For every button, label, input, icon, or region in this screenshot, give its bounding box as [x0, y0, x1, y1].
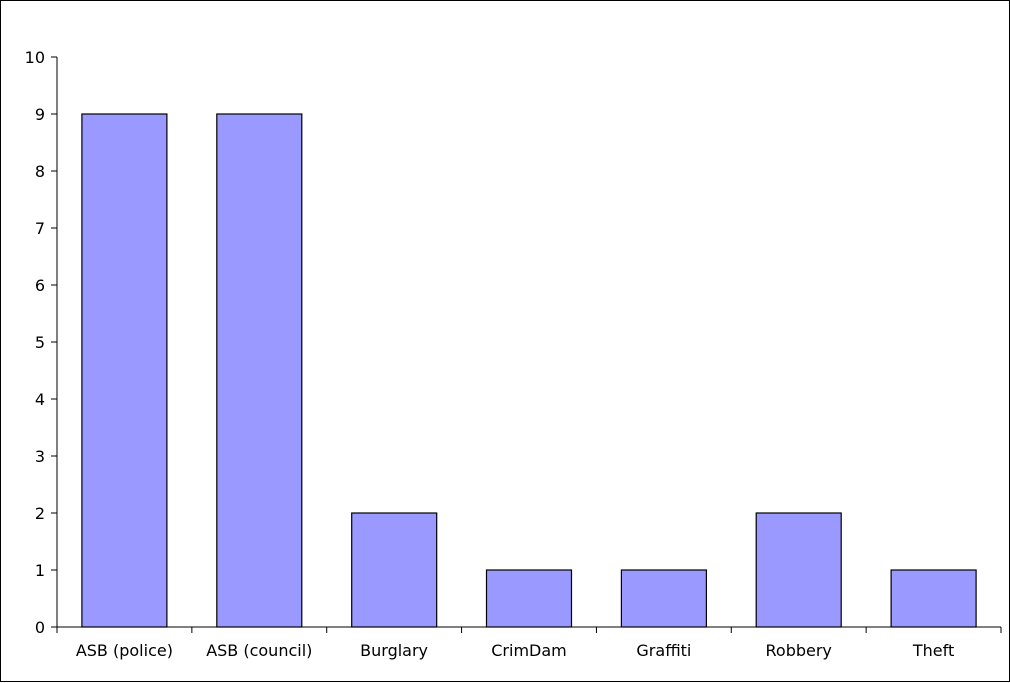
bar-5 [755, 512, 842, 628]
axes-layer [56, 57, 1001, 628]
bar-6 [890, 569, 977, 628]
x-tick-label-0: ASB (police) [76, 641, 173, 660]
y-tick-label-10: 10 [25, 48, 45, 67]
x-tick-label-2: Burglary [360, 641, 428, 660]
x-tick-label-3: CrimDam [491, 641, 567, 660]
y-tick-label-6: 6 [35, 276, 45, 295]
x-tick-label-5: Robbery [766, 641, 832, 660]
x-tick-label-1: ASB (council) [206, 641, 312, 660]
bar-3 [485, 569, 573, 628]
x-tick-label-4: Graffiti [636, 641, 691, 660]
y-tick-label-4: 4 [35, 390, 45, 409]
x-axis-ticks: ASB (police) ASB (council) Burglary CrimDam… [56, 627, 1002, 660]
y-tick-label-5: 5 [35, 333, 45, 352]
y-tick-label-0: 0 [35, 618, 45, 637]
bar-1 [216, 113, 303, 628]
bar-4 [620, 569, 708, 628]
bar-0 [81, 113, 168, 628]
bars-layer [81, 113, 977, 628]
x-tick-label-6: Theft [912, 641, 954, 660]
y-tick-label-8: 8 [35, 162, 45, 181]
y-tick-label-2: 2 [35, 504, 45, 523]
y-tick-label-3: 3 [35, 447, 45, 466]
bar-2 [351, 512, 438, 628]
y-tick-label-7: 7 [35, 219, 45, 238]
y-tick-label-1: 1 [35, 561, 45, 580]
y-axis-ticks: 0 1 2 3 4 5 6 7 8 9 10 [25, 48, 57, 637]
y-tick-label-9: 9 [35, 105, 45, 124]
